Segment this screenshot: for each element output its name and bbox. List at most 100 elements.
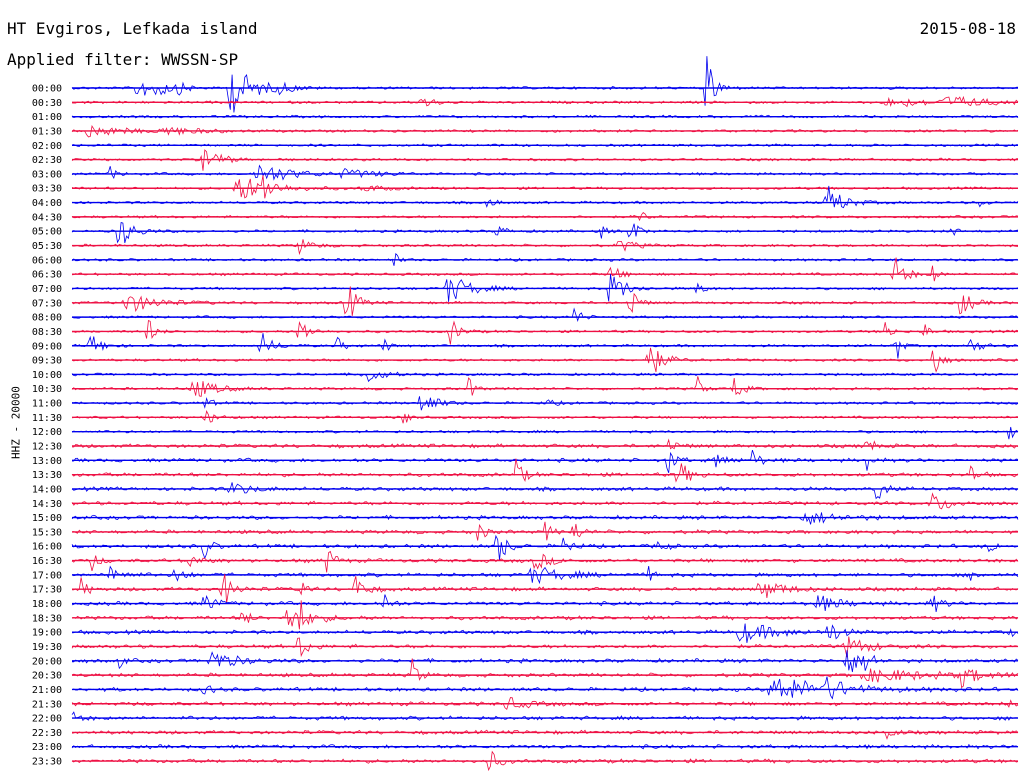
trace-0930 (71, 347, 1019, 373)
row-time-label: 21:30 (32, 699, 62, 710)
row-time-label: 11:00 (32, 399, 62, 410)
row-time-label: 20:00 (32, 656, 62, 667)
trace-1430 (71, 492, 1019, 510)
row-time-label: 07:00 (32, 284, 62, 295)
record-date: 2015-08-18 (919, 19, 1016, 38)
trace-0300 (71, 164, 1019, 181)
trace-0830 (71, 320, 1019, 345)
trace-1600 (71, 534, 1019, 561)
row-time-label: 00:30 (32, 98, 62, 109)
row-time-label: 09:30 (32, 356, 62, 367)
trace-0330 (71, 175, 1018, 199)
trace-0400 (71, 185, 1019, 209)
trace-0000 (71, 56, 1019, 113)
trace-0200 (71, 143, 1018, 148)
row-time-label: 04:00 (32, 198, 62, 209)
trace-1230 (72, 438, 1019, 451)
row-time-label: 10:30 (32, 384, 62, 395)
trace-2230 (71, 729, 1019, 740)
row-time-label: 02:30 (32, 155, 62, 166)
trace-0530 (71, 239, 1019, 256)
row-time-label: 01:00 (32, 112, 62, 123)
trace-1130 (71, 410, 1018, 424)
trace-1400 (71, 482, 1019, 500)
trace-1730 (71, 573, 1019, 604)
trace-2030 (71, 658, 1019, 689)
trace-0630 (71, 257, 1019, 282)
trace-1500 (71, 512, 1019, 525)
row-time-label: 15:30 (32, 527, 62, 538)
row-time-label: 12:00 (32, 427, 62, 438)
trace-0730 (71, 286, 1019, 316)
row-time-label: 22:00 (32, 714, 62, 725)
row-time-label: 04:30 (32, 212, 62, 223)
row-time-label: 02:00 (32, 141, 62, 152)
trace-2300 (71, 743, 1019, 750)
row-time-label: 19:30 (32, 642, 62, 653)
row-time-label: 08:30 (32, 327, 62, 338)
trace-1830 (71, 600, 1019, 630)
row-time-label: 14:30 (32, 499, 62, 510)
row-time-label: 08:00 (32, 313, 62, 324)
row-time-label: 07:30 (32, 298, 62, 309)
row-time-label: 17:00 (32, 570, 62, 581)
row-time-label: 09:00 (32, 341, 62, 352)
trace-1000 (71, 371, 1019, 383)
row-time-label: 18:00 (32, 599, 62, 610)
trace-2000 (71, 650, 1019, 673)
row-time-label: 17:30 (32, 585, 62, 596)
row-time-label: 13:30 (32, 470, 62, 481)
row-time-label: 13:00 (32, 456, 62, 467)
row-time-label: 14:00 (32, 484, 62, 495)
trace-0700 (71, 273, 1019, 302)
row-time-label: 22:30 (32, 728, 62, 739)
row-time-label: 06:30 (32, 270, 62, 281)
row-time-label: 01:30 (32, 126, 62, 137)
row-time-label: 05:30 (32, 241, 62, 252)
trace-1200 (71, 426, 1019, 440)
row-time-label: 15:00 (32, 513, 62, 524)
trace-0230 (71, 149, 1019, 171)
trace-2330 (71, 750, 1019, 772)
trace-0800 (71, 307, 1019, 322)
row-time-label: 21:00 (32, 685, 62, 696)
row-time-label: 23:00 (32, 742, 62, 753)
trace-1030 (71, 376, 1019, 397)
trace-1100 (71, 396, 1019, 411)
trace-0100 (71, 114, 1019, 119)
trace-2130 (71, 697, 1019, 711)
trace-0030 (71, 95, 1019, 108)
row-time-label: 06:00 (32, 255, 62, 266)
trace-0130 (71, 125, 1019, 138)
trace-1300 (71, 449, 1019, 474)
trace-1800 (71, 594, 1019, 612)
trace-1630 (71, 550, 1019, 573)
row-time-label: 23:30 (32, 757, 62, 768)
station-title: HT Evgiros, Lefkada island (7, 19, 258, 38)
trace-0500 (71, 221, 1019, 244)
row-time-label: 20:30 (32, 671, 62, 682)
trace-1900 (71, 623, 1019, 643)
row-time-label: 05:00 (32, 227, 62, 238)
row-time-label: 11:30 (32, 413, 62, 424)
trace-0430 (71, 211, 1019, 222)
trace-0900 (71, 333, 1019, 359)
row-time-label: 19:00 (32, 628, 62, 639)
trace-1700 (71, 565, 1019, 585)
trace-1930 (71, 636, 1019, 658)
row-time-label: 16:30 (32, 556, 62, 567)
trace-2200 (71, 711, 1019, 722)
row-time-label: 03:30 (32, 184, 62, 195)
trace-1330 (71, 458, 1019, 483)
trace-0600 (71, 252, 1019, 266)
row-time-label: 00:00 (32, 84, 62, 95)
row-time-label: 03:00 (32, 169, 62, 180)
row-time-label: 10:00 (32, 370, 62, 381)
trace-2100 (71, 676, 1019, 700)
trace-1530 (71, 521, 1019, 541)
row-time-label: 18:30 (32, 613, 62, 624)
row-time-label: 16:00 (32, 542, 62, 553)
filter-label: Applied filter: WWSSN-SP (7, 50, 239, 69)
row-time-label: 12:30 (32, 442, 62, 453)
